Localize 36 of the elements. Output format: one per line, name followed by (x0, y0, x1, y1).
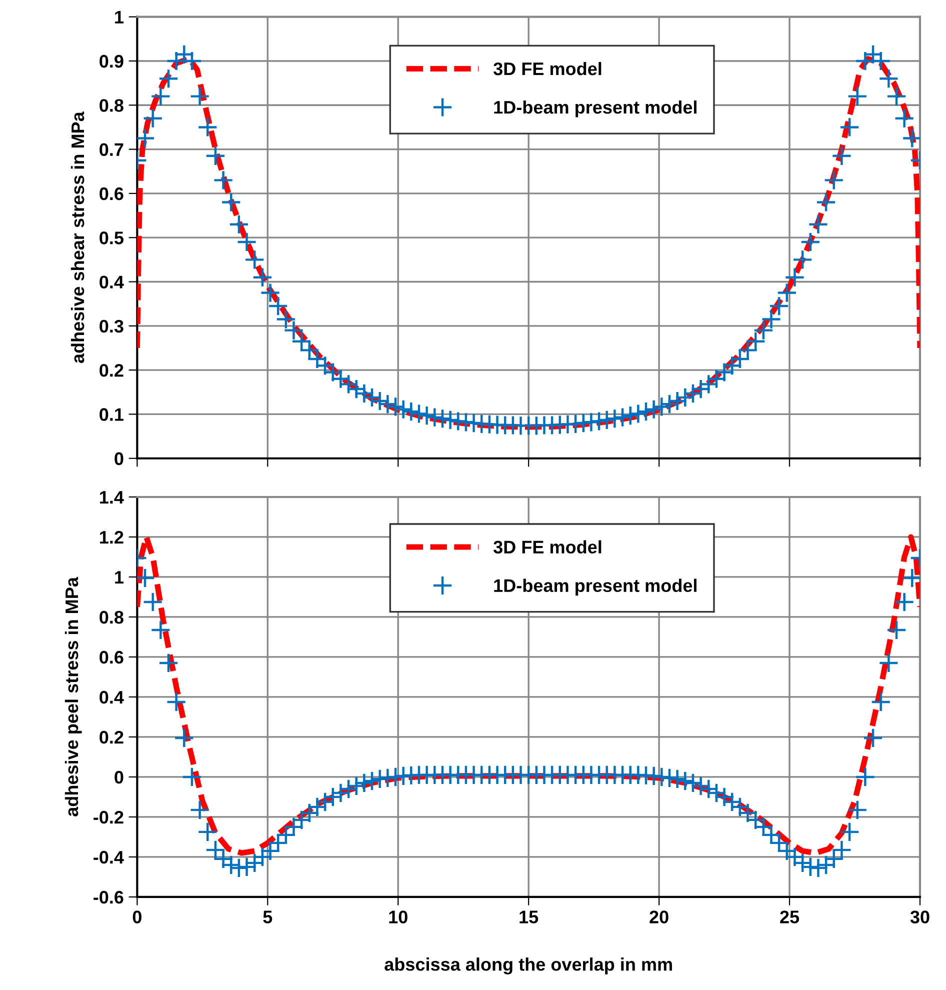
y-tick-label: 0.4 (100, 276, 124, 288)
y-tick-label: 0 (114, 452, 124, 466)
y-tick-label: 0.8 (100, 99, 124, 112)
y-tick-label: 1.2 (100, 530, 124, 544)
y-tick-label: 1 (115, 571, 124, 584)
y-tick-label: -0.2 (94, 810, 124, 824)
x-axis-title: abscissa along the overlap in mm (384, 958, 672, 974)
y-tick-label: 0.5 (100, 232, 124, 244)
y-tick-label: 0.2 (100, 730, 124, 744)
y-tick-label: 0.1 (100, 408, 124, 421)
y-tick-label: 0.6 (100, 187, 124, 200)
y-tick-label: -0.6 (94, 890, 124, 904)
x-tick-label: 20 (650, 910, 668, 924)
x-tick-label: 10 (389, 910, 408, 924)
legend-label: 1D-beam present model (494, 100, 696, 118)
y-axis-title: adhesive peel stress in MPa (64, 576, 82, 816)
legend-label: 3D FE model (493, 62, 602, 76)
y-tick-label: 0.9 (100, 54, 124, 68)
y-tick-label: -0.4 (94, 850, 124, 864)
x-tick-label: 25 (780, 910, 800, 924)
x-tick-label: 30 (910, 910, 930, 924)
y-tick-label: 0.4 (100, 690, 124, 704)
x-tick-label: 0 (132, 910, 142, 924)
y-axis-title: adhesive shear stress in MPa (70, 112, 84, 364)
x-tick-label: 5 (263, 910, 272, 924)
y-tick-label: 1 (115, 10, 124, 24)
y-tick-label: 0.7 (100, 143, 124, 156)
x-tick-label: 15 (520, 910, 538, 924)
y-tick-label: 0 (114, 770, 124, 784)
legend-label: 3D FE model (493, 540, 602, 554)
legend-label: 1D-beam present model (494, 578, 696, 596)
y-tick-label: 0.3 (100, 320, 124, 333)
y-tick-label: 0.6 (100, 650, 124, 664)
y-tick-label: 0.8 (100, 610, 124, 624)
y-tick-label: 0.2 (100, 364, 124, 377)
y-tick-label: 1.4 (100, 491, 124, 504)
